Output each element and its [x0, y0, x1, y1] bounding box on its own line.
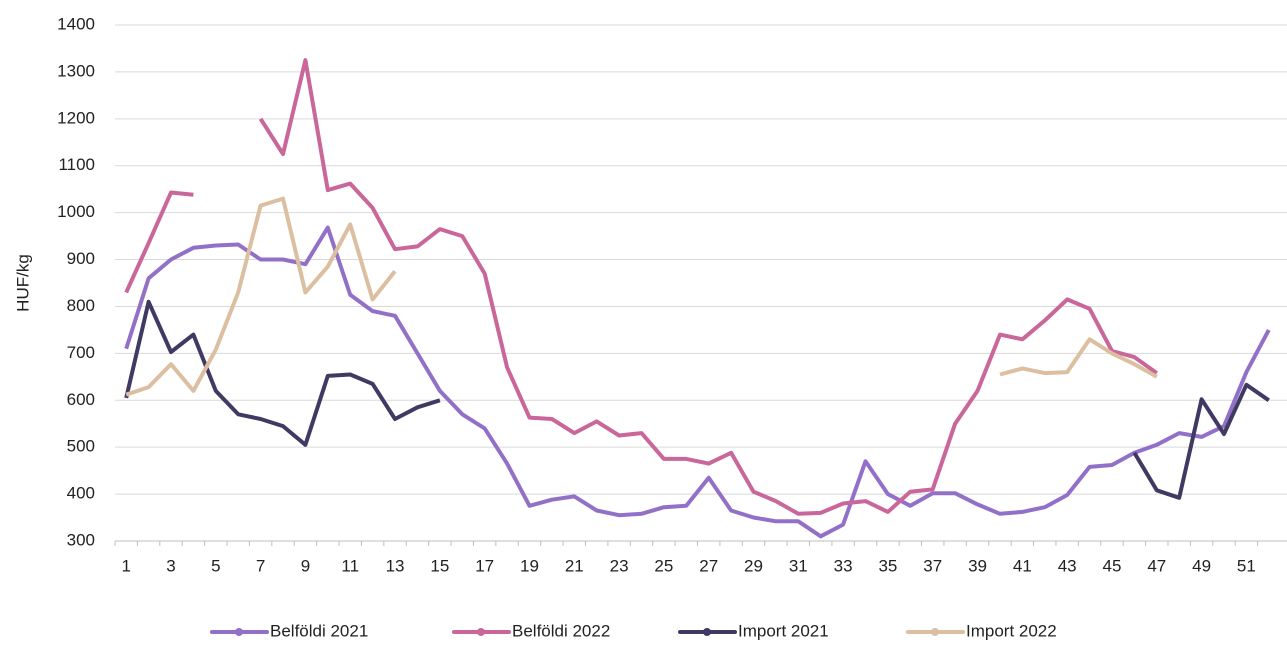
x-tick-label: 41 [1013, 556, 1032, 575]
y-tick-label: 700 [67, 343, 95, 362]
y-tick-label: 900 [67, 249, 95, 268]
y-tick-label: 1000 [57, 202, 95, 221]
y-tick-label: 1300 [57, 61, 95, 80]
y-tick-label: 300 [67, 530, 95, 549]
legend-label: Import 2022 [966, 621, 1057, 640]
y-tick-label: 800 [67, 296, 95, 315]
y-tick-label: 500 [67, 437, 95, 456]
x-tick-label: 33 [834, 556, 853, 575]
legend-marker [235, 628, 243, 636]
x-tick-label: 43 [1058, 556, 1077, 575]
x-tick-label: 31 [789, 556, 808, 575]
x-tick-label: 47 [1147, 556, 1166, 575]
x-tick-label: 39 [968, 556, 987, 575]
x-tick-label: 13 [386, 556, 405, 575]
series-line [125, 196, 1158, 397]
y-tick-label: 1200 [57, 108, 95, 127]
x-tick-label: 1 [121, 556, 130, 575]
y-tick-label: 1100 [58, 155, 95, 174]
x-tick-label: 3 [166, 556, 175, 575]
x-tick-label: 23 [610, 556, 629, 575]
series-line [124, 58, 1158, 516]
series-line [124, 225, 1271, 539]
legend-label: Belföldi 2022 [512, 621, 610, 640]
y-tick-label: 400 [67, 484, 95, 503]
legend-label: Import 2021 [738, 621, 829, 640]
series-line [124, 299, 1270, 500]
legend-label: Belföldi 2021 [270, 621, 368, 640]
x-tick-label: 25 [654, 556, 673, 575]
x-tick-label: 5 [211, 556, 220, 575]
legend-marker [931, 628, 939, 636]
x-tick-label: 15 [430, 556, 449, 575]
x-tick-label: 11 [341, 556, 359, 575]
x-tick-label: 27 [699, 556, 718, 575]
x-tick-label: 37 [923, 556, 942, 575]
x-tick-label: 49 [1192, 556, 1211, 575]
x-tick-label: 45 [1103, 556, 1122, 575]
legend-marker [477, 628, 485, 636]
y-tick-label: 1400 [57, 14, 95, 33]
x-tick-label: 17 [475, 556, 494, 575]
x-tick-label: 21 [565, 556, 584, 575]
x-tick-label: 51 [1237, 556, 1256, 575]
x-tick-label: 9 [301, 556, 310, 575]
y-tick-label: 600 [67, 390, 95, 409]
y-axis-label: HUF/kg [13, 254, 32, 312]
x-tick-label: 29 [744, 556, 763, 575]
x-tick-label: 19 [520, 556, 539, 575]
legend-marker [703, 628, 711, 636]
x-tick-label: 35 [878, 556, 897, 575]
x-tick-label: 7 [256, 556, 265, 575]
